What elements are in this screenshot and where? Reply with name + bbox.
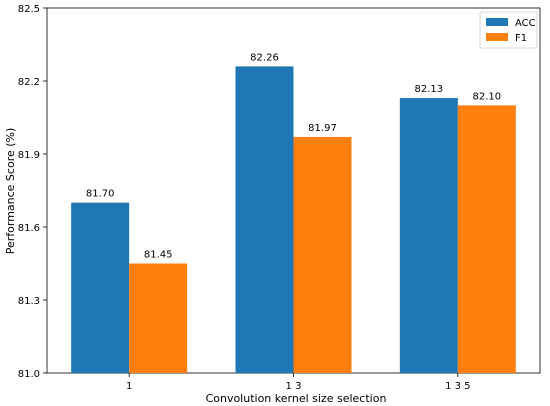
bar-value-label: 82.13 [415,84,444,95]
bar-f1 [293,136,352,373]
legend-label: ACC [515,18,536,29]
bar-f1 [457,105,516,373]
bar-value-label: 81.97 [308,123,337,134]
y-tick-label: 81.0 [18,369,40,380]
y-tick-label: 81.9 [18,150,40,161]
y-tick-label: 82.5 [18,4,40,15]
bar-labels-group: 81.70 81.45 82.26 81.97 82.13 82.10 [86,52,501,260]
legend-swatch [486,33,508,41]
bar-value-label: 81.70 [86,189,115,200]
y-axis-label: Performance Score (%) [4,128,17,255]
y-tick-label: 82.2 [18,77,40,88]
x-tick-label: 1 3 5 [445,381,470,392]
legend-label: F1 [515,33,527,44]
x-tick-label: 1 3 [286,381,302,392]
bar-value-label: 82.26 [250,52,279,63]
x-ticks-group: 1 1 3 1 3 5 [126,373,471,392]
y-tick-label: 81.3 [18,296,40,307]
bar-acc [71,202,130,373]
y-ticks-group: 81.0 81.3 81.6 81.9 82.2 82.5 [18,4,47,380]
y-tick-label: 81.6 [18,223,40,234]
x-tick-label: 1 [126,381,132,392]
x-axis-label: Convolution kernel size selection [206,392,387,405]
bar-acc [399,98,458,374]
legend-swatch [486,18,508,26]
bar-value-label: 82.10 [473,91,502,102]
legend: ACC F1 [479,11,538,49]
bar-value-label: 81.45 [144,250,173,261]
bars-group [71,66,516,374]
bar-acc [235,66,294,374]
bar-f1 [129,263,188,373]
